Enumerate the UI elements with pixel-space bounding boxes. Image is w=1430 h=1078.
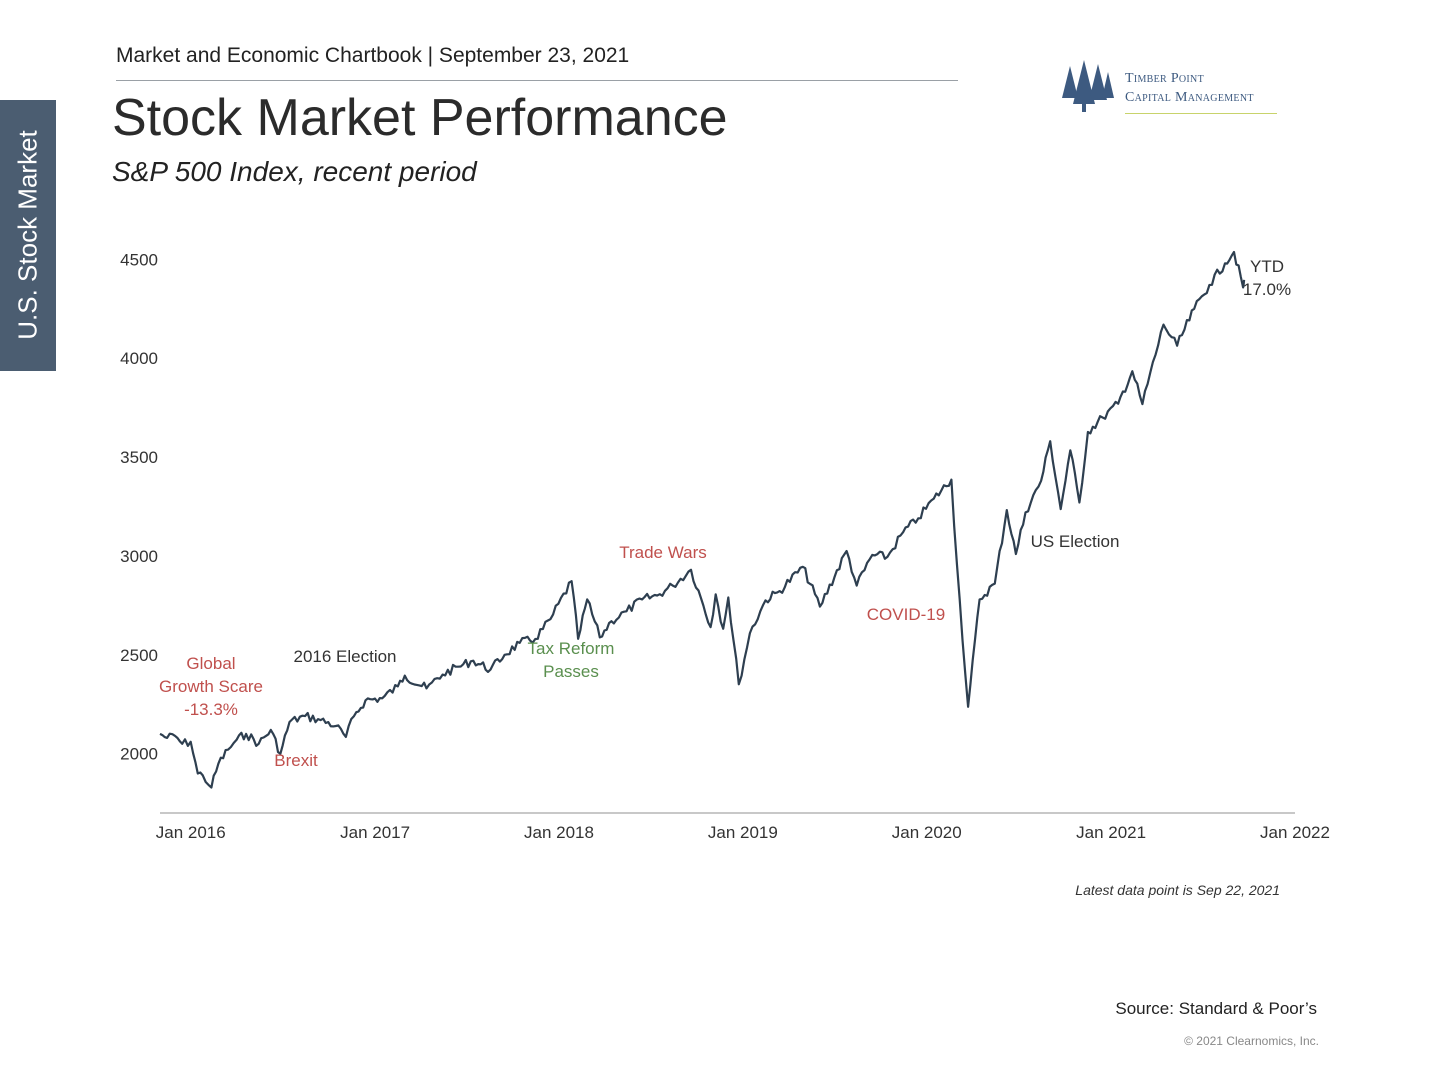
y-tick-label: 4500 xyxy=(120,250,158,269)
y-tick-label: 3000 xyxy=(120,547,158,566)
page-title: Stock Market Performance xyxy=(112,89,728,147)
y-axis-ticks: 2000 2500 3000 3500 4000 4500 xyxy=(120,250,158,763)
x-axis-ticks: Jan 2016 Jan 2017 Jan 2018 Jan 2019 Jan 2020… xyxy=(156,823,1330,842)
annotation-covid-19-line: COVID-19 xyxy=(867,605,945,624)
y-tick-label: 2000 xyxy=(120,745,158,764)
y-tick-label: 3500 xyxy=(120,448,158,467)
x-tick-label: Jan 2021 xyxy=(1076,823,1146,842)
annotation-tax-reform-line: Tax Reform xyxy=(528,639,615,658)
annotation-trade-wars-line: Trade Wars xyxy=(619,543,707,562)
annotation-tax-reform-line: Passes xyxy=(543,662,599,681)
x-tick-label: Jan 2018 xyxy=(524,823,594,842)
annotation-ytd-line: YTD xyxy=(1250,257,1284,276)
annotation-brexit-line: Brexit xyxy=(274,751,318,770)
logo-underline xyxy=(1125,113,1277,114)
y-tick-label: 4000 xyxy=(120,349,158,368)
y-tick-label: 2500 xyxy=(120,646,158,665)
sidebar-tab: U.S. Stock Market xyxy=(0,100,56,371)
copyright-note: © 2021 Clearnomics, Inc. xyxy=(1184,1034,1319,1048)
x-tick-label: Jan 2017 xyxy=(340,823,410,842)
page-subtitle: S&P 500 Index, recent period xyxy=(112,156,477,187)
x-tick-label: Jan 2022 xyxy=(1260,823,1330,842)
latest-data-footnote: Latest data point is Sep 22, 2021 xyxy=(1075,882,1280,898)
annotation-global-growth-scare-line: Global xyxy=(186,654,235,673)
series-line xyxy=(159,250,1246,789)
logo-line-2: Capital Management xyxy=(1125,90,1254,105)
annotation-global-growth-scare-line: Growth Scare xyxy=(159,677,263,696)
chart-annotations: Global Growth Scare -13.3% Brexit 2016 Elect… xyxy=(159,257,1291,770)
company-logo: Timber Point Capital Management xyxy=(1058,58,1288,118)
x-tick-label: Jan 2016 xyxy=(156,823,226,842)
chartbook-header: Market and Economic Chartbook | Septembe… xyxy=(116,44,958,81)
x-tick-label: Jan 2019 xyxy=(708,823,778,842)
annotation-global-growth-scare-line: -13.3% xyxy=(184,700,238,719)
pine-trees-icon xyxy=(1062,60,1114,112)
logo-line-1: Timber Point xyxy=(1125,71,1204,86)
annotation-ytd-line: 17.0% xyxy=(1243,280,1291,299)
x-tick-label: Jan 2020 xyxy=(892,823,962,842)
annotation-us-election-line: US Election xyxy=(1031,532,1120,551)
annotation-2016-election-line: 2016 Election xyxy=(293,647,396,666)
source-note: Source: Standard & Poor’s xyxy=(1115,999,1317,1018)
